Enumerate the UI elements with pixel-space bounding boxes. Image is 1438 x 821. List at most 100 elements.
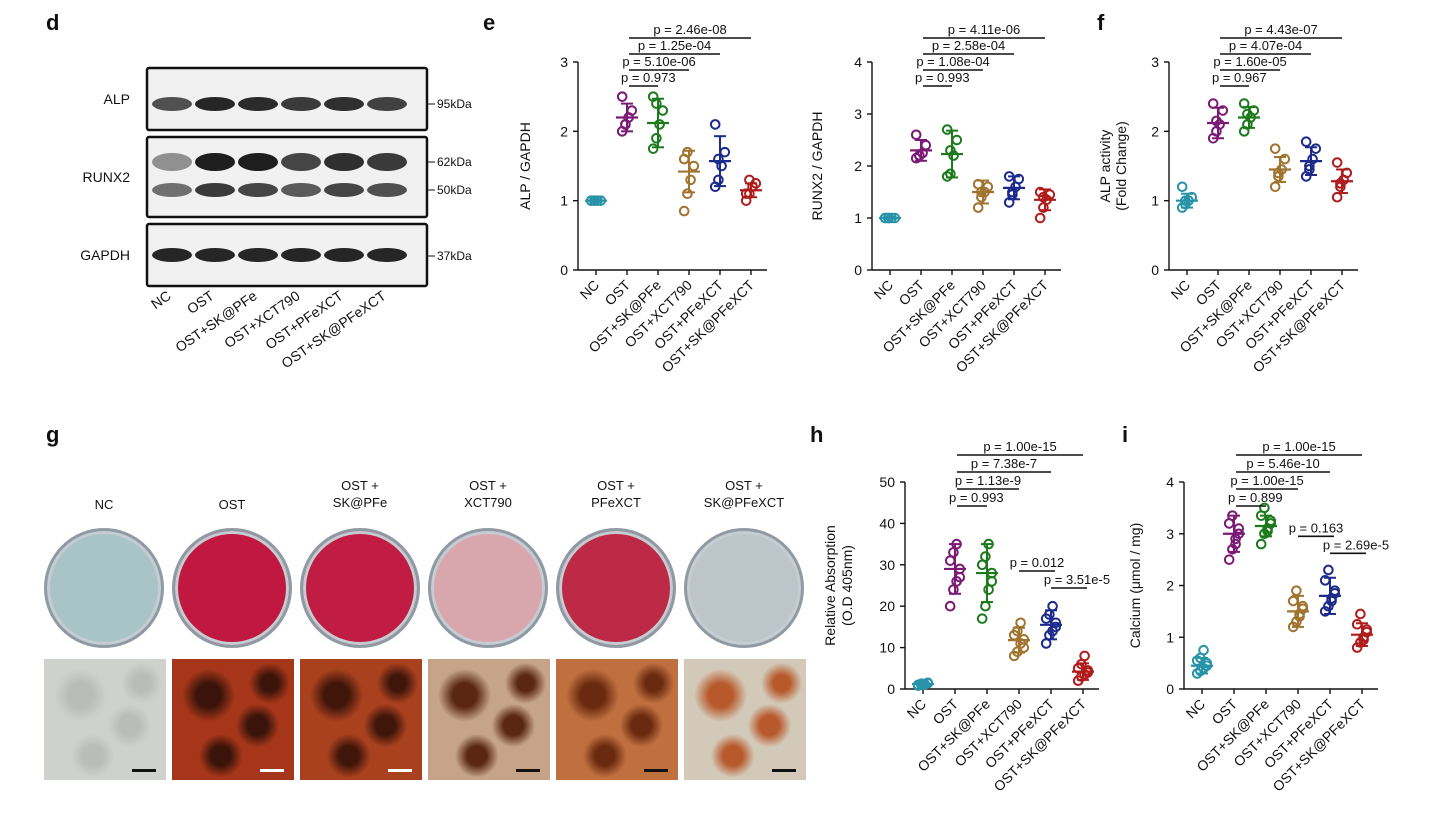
data-point: [1335, 178, 1346, 189]
data-point: [980, 600, 991, 612]
blot-band: [367, 183, 407, 197]
data-point: [1355, 608, 1366, 620]
blot-band: [281, 183, 321, 197]
blot-band: [152, 183, 192, 197]
blot-band: [281, 97, 321, 111]
p-value-label: p = 0.993: [915, 70, 970, 85]
data-point: [941, 124, 953, 135]
blot-band: [195, 248, 235, 262]
blot-gapdh: [145, 222, 429, 288]
micrograph: [300, 659, 422, 780]
p-value-label: p = 4.11e-06: [948, 22, 1020, 37]
culture-plate: [300, 528, 420, 648]
blot-alp: [145, 66, 429, 132]
blot-band: [281, 248, 321, 262]
data-point: [1015, 617, 1026, 629]
p-value-label: p = 2.46e-08: [653, 22, 726, 37]
blot-band: [281, 153, 321, 171]
y-tick-label: 0: [887, 681, 895, 697]
y-tick-label: 10: [879, 640, 895, 656]
x-tick-label: NC: [903, 696, 929, 722]
data-point: [1038, 191, 1049, 203]
blot-band: [324, 183, 364, 197]
y-tick-label: 0: [1151, 262, 1159, 278]
y-tick-label: 1: [1166, 629, 1174, 645]
data-point: [651, 132, 662, 144]
p-value-label: p = 1.25e-04: [638, 38, 711, 53]
blot-frame: [145, 66, 429, 132]
y-tick-label: 2: [854, 158, 862, 174]
y-axis-label: RUNX2 / GAPDH: [809, 112, 825, 221]
data-point: [1223, 554, 1235, 565]
data-point: [688, 160, 700, 172]
y-tick-label: 50: [879, 474, 895, 490]
data-point: [616, 91, 628, 102]
marker-62kda: 62kDa: [437, 155, 472, 169]
culture-plate: [172, 528, 292, 648]
p-value-label: p = 1.00e-15: [1230, 473, 1303, 488]
panel-letter-e: e: [483, 10, 495, 35]
data-point: [1259, 502, 1270, 514]
panel-letter-g: g: [46, 422, 60, 447]
y-tick-label: 1: [854, 210, 862, 226]
y-axis-label-2: (O.D 405nm): [839, 545, 855, 626]
marker-37kda: 37kDa: [437, 249, 472, 263]
y-tick-label: 2: [1151, 123, 1159, 139]
data-point: [1331, 191, 1343, 203]
panel-letter-h: h: [810, 422, 823, 447]
data-point: [1351, 619, 1363, 630]
data-point: [620, 119, 631, 130]
y-axis-label: Relative Absorption: [822, 525, 838, 646]
y-tick-label: 3: [1151, 54, 1159, 70]
p-value-label: p = 0.899: [1228, 490, 1283, 505]
y-tick-label: 30: [879, 557, 895, 573]
data-point: [1287, 595, 1299, 607]
data-point: [1207, 98, 1219, 109]
plate-label: OST + SK@PFe: [332, 478, 388, 510]
culture-plate: [684, 528, 804, 648]
p-value-label: p = 0.967: [1212, 70, 1267, 85]
y-tick-label: 0: [1166, 681, 1174, 697]
blot-band: [367, 248, 407, 262]
data-point: [682, 146, 693, 158]
blot-band: [195, 153, 235, 171]
data-point: [944, 600, 956, 612]
y-tick-label: 1: [1151, 193, 1159, 209]
blot-band: [367, 97, 407, 111]
scale-bar: [772, 769, 796, 772]
p-value-label: p = 3.51e-5: [1044, 572, 1110, 587]
p-value-label: p = 4.07e-04: [1229, 38, 1302, 53]
scale-bar: [260, 769, 284, 772]
blot-band: [152, 248, 192, 262]
panel-letter-f: f: [1097, 10, 1105, 35]
plate-label: OST + XCT790: [464, 478, 512, 510]
scale-bar: [516, 769, 540, 772]
data-point: [654, 119, 665, 130]
data-point: [1211, 115, 1222, 127]
plate-label: OST + SK@PFeXCT: [703, 478, 785, 510]
data-point: [1310, 143, 1322, 154]
data-point: [1255, 538, 1267, 550]
blot-band: [152, 153, 192, 171]
scale-bar: [132, 769, 156, 772]
y-tick-label: 3: [854, 106, 862, 122]
blot-label-runx2: RUNX2: [83, 169, 131, 185]
data-point: [1047, 600, 1058, 612]
data-point: [1291, 585, 1302, 596]
data-point: [1323, 564, 1334, 576]
blot-band: [238, 248, 278, 262]
data-point: [1307, 153, 1318, 165]
y-tick-label: 20: [879, 598, 895, 614]
data-point: [678, 205, 690, 217]
y-tick-label: 3: [1166, 526, 1174, 542]
y-axis-label-2: (Fold Change): [1113, 121, 1129, 211]
marker-50kda: 50kDa: [437, 183, 472, 197]
x-tick-label: NC: [1167, 277, 1193, 303]
data-point: [1034, 212, 1046, 224]
data-point: [920, 139, 932, 151]
blot-band: [238, 97, 278, 111]
